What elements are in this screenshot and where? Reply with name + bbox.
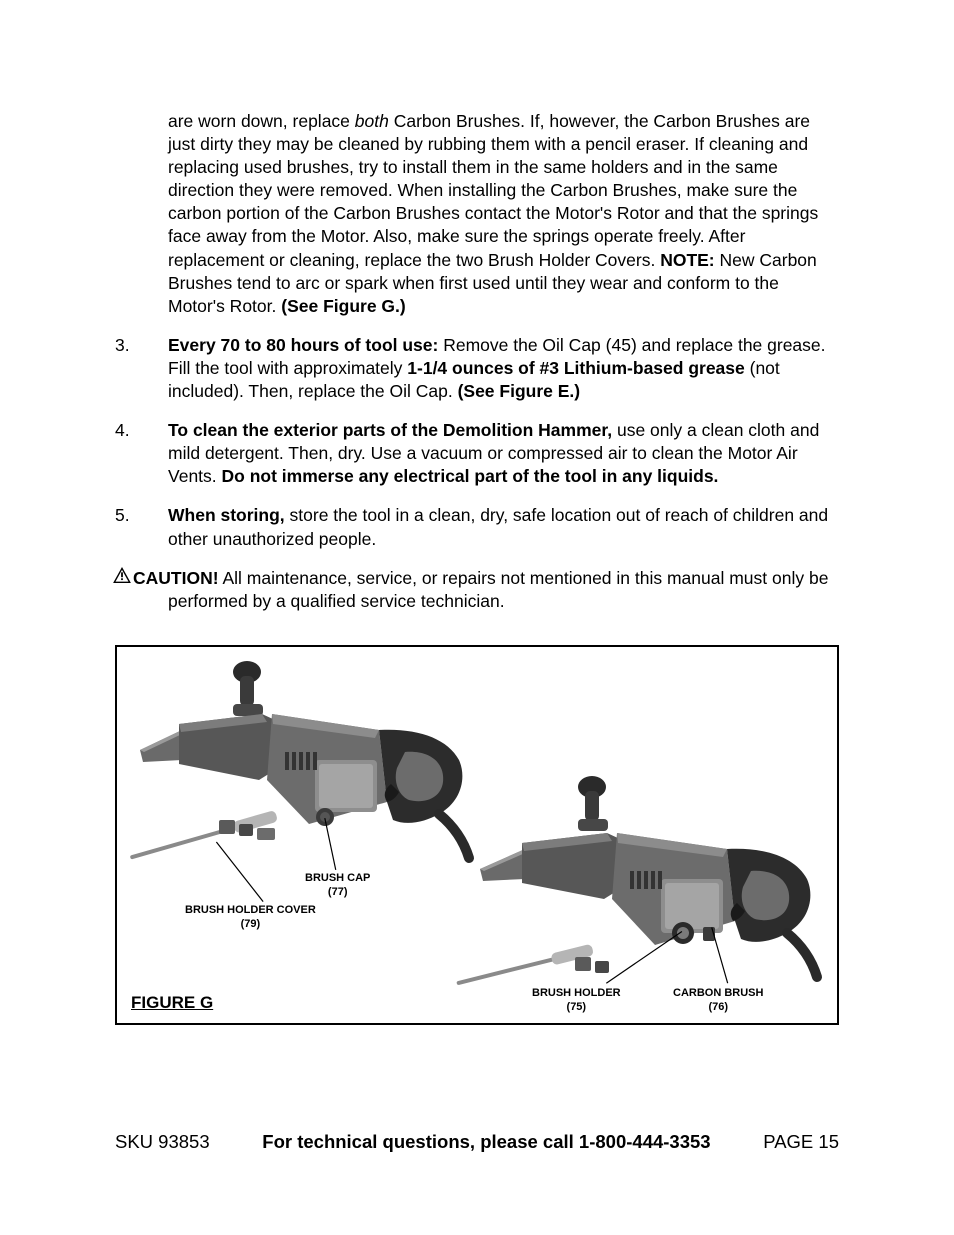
list-item-3: 3. Every 70 to 80 hours of tool use: Rem… (168, 334, 839, 403)
label-brush-cap: BRUSH CAP (77) (305, 872, 370, 900)
paragraph-continued: are worn down, replace both Carbon Brush… (168, 110, 839, 318)
footer-sku: SKU 93853 (115, 1131, 210, 1153)
page-footer: SKU 93853 For technical questions, pleas… (115, 1131, 839, 1153)
caution-text: All maintenance, service, or repairs not… (168, 568, 828, 611)
label-carbon-brush: CARBON BRUSH (76) (673, 987, 763, 1015)
footer-page: PAGE 15 (763, 1131, 839, 1153)
body-text-area: are worn down, replace both Carbon Brush… (168, 110, 839, 551)
label-brush-holder-cover: BRUSH HOLDER COVER (79) (185, 904, 316, 932)
footer-phone: For technical questions, please call 1-8… (262, 1131, 710, 1153)
caution-label: CAUTION! (133, 568, 219, 588)
list-item-text: Every 70 to 80 hours of tool use: Remove… (168, 335, 826, 401)
list-number: 3. (115, 334, 130, 357)
label-brush-holder: BRUSH HOLDER (75) (532, 987, 621, 1015)
figure-title: FIGURE G (131, 993, 213, 1013)
list-number: 5. (115, 504, 130, 527)
list-item-text: To clean the exterior parts of the Demol… (168, 420, 819, 486)
callout-lines (117, 647, 837, 1023)
figure-g: BRUSH CAP (77) BRUSH HOLDER COVER (79) B… (115, 645, 839, 1025)
list-item-4: 4. To clean the exterior parts of the De… (168, 419, 839, 488)
list-item-text: When storing, store the tool in a clean,… (168, 505, 828, 548)
list-number: 4. (115, 419, 130, 442)
list-item-5: 5. When storing, store the tool in a cle… (168, 504, 839, 550)
warning-triangle-icon (113, 567, 131, 583)
caution-paragraph: CAUTION! All maintenance, service, or re… (168, 567, 839, 613)
manual-page: are worn down, replace both Carbon Brush… (0, 0, 954, 1235)
